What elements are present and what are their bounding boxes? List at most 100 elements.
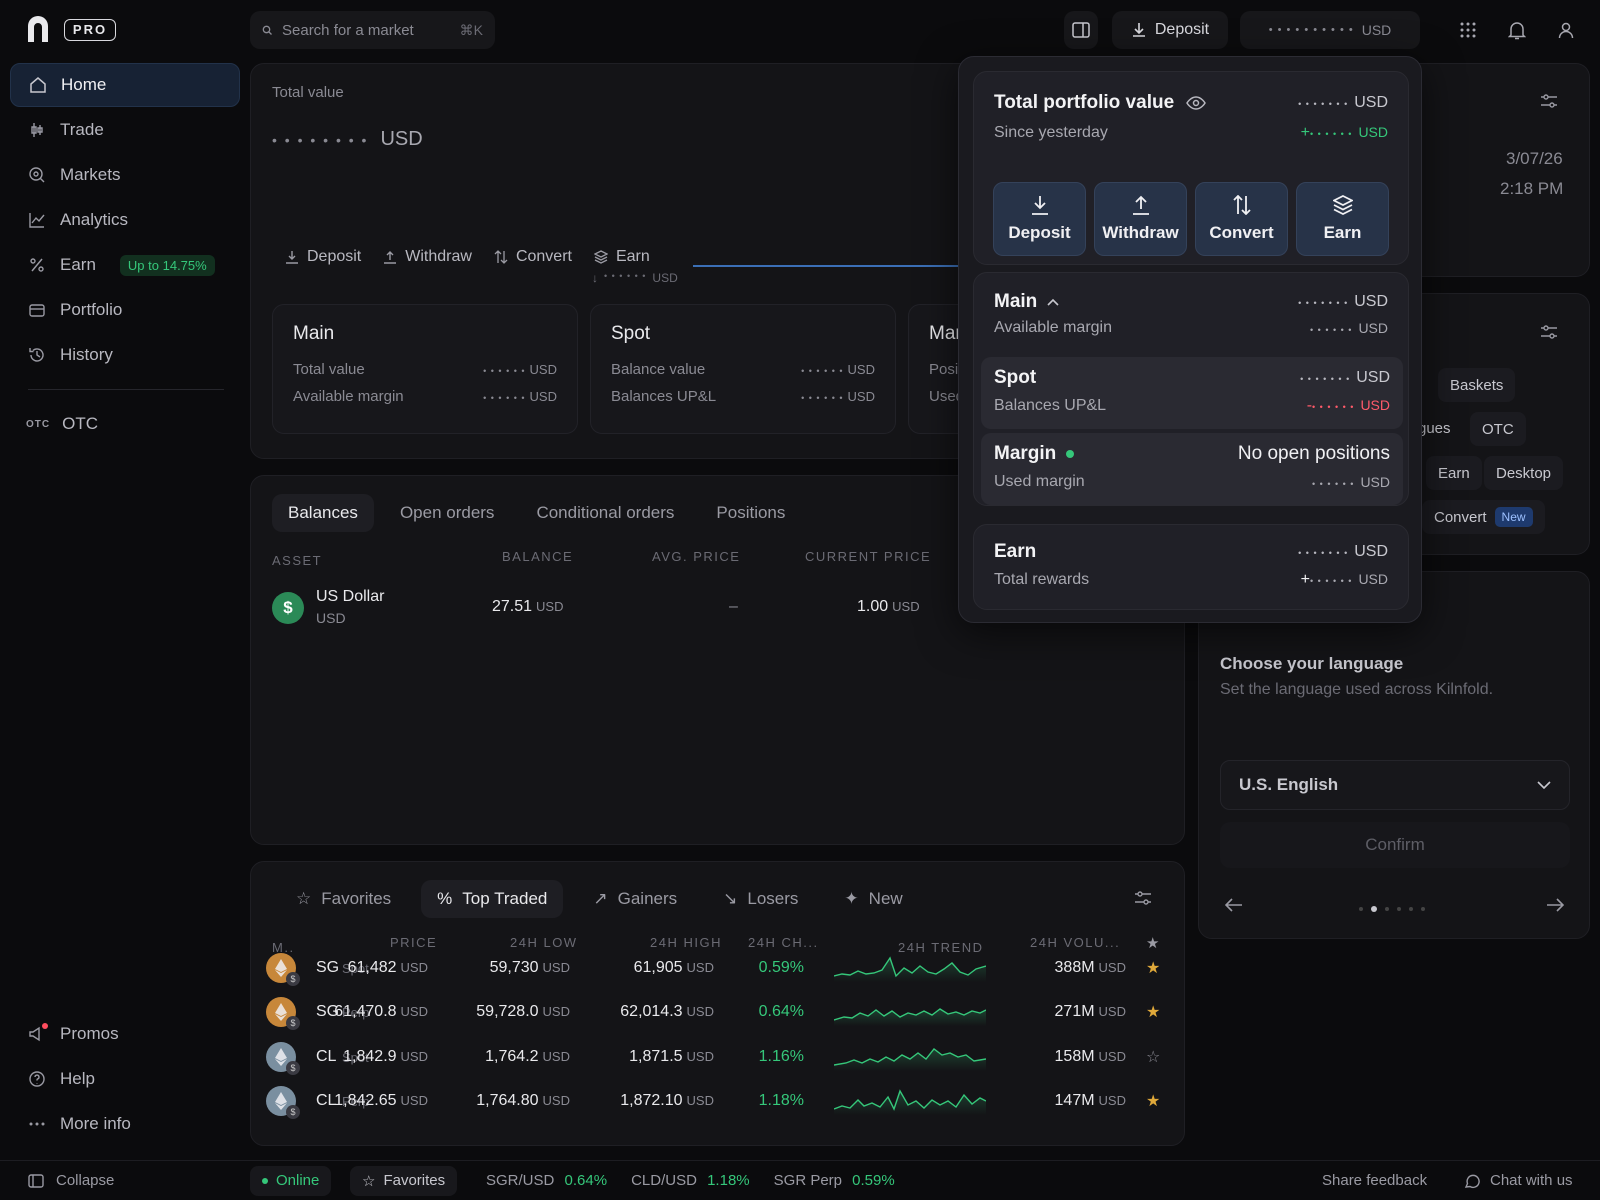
account-row-currency: USD [529, 389, 557, 404]
market-price: 1,842.9 USD [343, 1048, 428, 1065]
footer-bar: Collapse Online ☆ Favorites SGR/USD 0.64… [0, 1160, 1600, 1200]
overview-withdraw-button[interactable]: Withdraw [383, 248, 472, 266]
share-feedback-link[interactable]: Share feedback [1322, 1172, 1428, 1189]
sidebar-item-home[interactable]: Home [10, 63, 240, 107]
dropdown-withdraw-button[interactable]: Withdraw [1094, 182, 1187, 256]
collapse-button[interactable]: Collapse [28, 1172, 114, 1189]
tab-balances[interactable]: Balances [272, 494, 374, 532]
tab-open-orders[interactable]: Open orders [399, 503, 495, 522]
shortcut-desktop[interactable]: Desktop [1484, 456, 1564, 490]
sidebar-item-analytics[interactable]: Analytics [10, 198, 240, 242]
online-dot [262, 1177, 268, 1184]
margin-account-row[interactable]: Margin No open positions Used margin • •… [981, 433, 1403, 505]
carousel-dots [1359, 906, 1425, 912]
table-row[interactable]: $ CL Spot 1,842.9 USD 1,764.2 USD 1,871.5 U… [266, 1037, 1160, 1077]
dropdown-convert-button[interactable]: Convert [1195, 182, 1288, 256]
sidebar-item-markets[interactable]: Markets [10, 153, 240, 197]
overview-earn-button[interactable]: Earn [593, 248, 650, 266]
ticker-change: 1.18% [707, 1172, 750, 1189]
earn-sub: Total rewards [994, 571, 1090, 588]
tab-favorites[interactable]: ☆ Favorites [280, 880, 407, 918]
tab-top-traded[interactable]: % Top Traded [421, 880, 564, 918]
shortcut-otc[interactable]: OTC [1470, 412, 1526, 446]
filter-icon[interactable] [1134, 890, 1152, 910]
filter-icon[interactable] [1540, 324, 1558, 344]
tab-conditional-orders[interactable]: Conditional orders [536, 503, 675, 522]
chat-icon [1464, 1174, 1480, 1188]
star-outline-icon[interactable]: ☆ [1146, 1049, 1161, 1066]
account-card-main[interactable]: Main Total value • • • • • • USD Available… [272, 304, 578, 434]
main-account-row[interactable]: Main • • • • • • • USD [994, 291, 1388, 313]
table-row[interactable]: $ SG Perp 61,470.8 USD 59,728.0 USD 62,014… [266, 992, 1160, 1032]
shortcut-convert[interactable]: Convert New [1422, 500, 1545, 534]
connection-status: Online [250, 1165, 332, 1196]
portfolio-icon [28, 301, 46, 319]
sidebar-item-history[interactable]: History [10, 333, 240, 377]
dropdown-earn-button[interactable]: Earn [1296, 182, 1389, 256]
table-row[interactable]: $ CL Perp 1,842.65 USD 1,764.80 USD 1,872.… [266, 1081, 1160, 1121]
earn-account-row[interactable]: Earn • • • • • • • USD Total rewards +• •… [973, 524, 1409, 610]
user-icon[interactable] [1552, 16, 1580, 44]
language-select[interactable]: U.S. English [1220, 760, 1570, 810]
home-icon [29, 76, 47, 94]
main-sub: Available margin [994, 319, 1112, 336]
tab-positions[interactable]: Positions [716, 503, 786, 522]
shortcut-earn[interactable]: Earn [1426, 456, 1482, 490]
search-bar[interactable]: Search for a market ⌘K [250, 11, 495, 49]
balance-display[interactable]: • • • • • • • • • • USD [1240, 11, 1420, 49]
account-row: Balance value • • • • • • USD [611, 361, 875, 378]
shortcut-baskets[interactable]: Baskets [1438, 368, 1516, 402]
ticker-item[interactable]: SGR Perp 0.59% [774, 1172, 895, 1189]
shortcut-leagues[interactable]: gues [1418, 420, 1451, 437]
account-row-label: Balance value [611, 361, 706, 378]
overview-deposit-button[interactable]: Deposit [285, 248, 361, 266]
star-filled-icon[interactable]: ★ [1146, 1093, 1161, 1110]
arrow-left-icon[interactable] [1224, 898, 1243, 916]
tab-losers[interactable]: ↘ Losers [707, 880, 814, 918]
panel-toggle-button[interactable] [1064, 11, 1098, 49]
earn-sub-sign: + [1300, 571, 1311, 588]
topbar-deposit-button[interactable]: Deposit [1112, 11, 1228, 49]
eye-icon[interactable] [1186, 96, 1207, 110]
sidebar-item-earn[interactable]: Earn Up to 14.75% [10, 243, 240, 287]
bell-icon[interactable] [1503, 16, 1531, 44]
markets-card [250, 861, 1185, 1146]
market-high: 62,014.3 USD [620, 1003, 714, 1020]
sidebar-item-portfolio[interactable]: Portfolio [10, 288, 240, 332]
filter-icon[interactable] [1540, 93, 1558, 113]
overview-convert-button[interactable]: Convert [494, 248, 572, 266]
apps-grid-icon[interactable] [1454, 16, 1482, 44]
spot-account-row[interactable]: Spot • • • • • • • USD Balances UP&L -• •… [981, 357, 1403, 429]
layers-icon [593, 250, 608, 264]
star-filled-icon[interactable]: ★ [1146, 960, 1161, 977]
table-row[interactable]: $ SG Spot 61,482 USD 59,730 USD 61,905 USD … [266, 948, 1160, 988]
dropdown-deposit-button[interactable]: Deposit [993, 182, 1086, 256]
sidebar-item-more-info[interactable]: More info [10, 1102, 240, 1146]
market-high: 1,871.5 USD [629, 1048, 714, 1065]
ticker-item[interactable]: SGR/USD 0.64% [486, 1172, 607, 1189]
star-icon: ☆ [362, 1172, 376, 1190]
total-value-label: Total value [272, 84, 344, 101]
trend-up-icon: ↗ [593, 889, 608, 908]
chat-button[interactable]: Chat with us [1464, 1172, 1573, 1189]
action-label: Earn [1323, 223, 1362, 242]
star-filled-icon[interactable]: ★ [1146, 1004, 1161, 1021]
sidebar-item-help[interactable]: Help [10, 1057, 240, 1101]
market-sparkline [834, 1008, 986, 1026]
sidebar-item-label: Earn [60, 255, 96, 274]
margin-sub-currency: USD [1360, 473, 1390, 490]
footer-favorites-button[interactable]: ☆ Favorites [350, 1165, 458, 1196]
star-icon: ★ [1146, 935, 1160, 952]
tab-new[interactable]: ✦ New [828, 880, 918, 918]
language-value: U.S. English [1239, 775, 1339, 794]
account-card-spot[interactable]: Spot Balance value • • • • • • USD Balance… [590, 304, 896, 434]
sidebar-item-trade[interactable]: Trade [10, 108, 240, 152]
tab-gainers[interactable]: ↗ Gainers [577, 880, 693, 918]
confirm-button[interactable]: Confirm [1220, 822, 1570, 868]
arrow-right-icon[interactable] [1546, 898, 1565, 916]
sidebar-item-promos[interactable]: Promos [10, 1012, 240, 1056]
table-row[interactable]: $ US Dollar USD 27.51 USD – 1.00 USD [272, 588, 937, 630]
sidebar-item-otc[interactable]: OTC OTC [10, 402, 240, 446]
asset-name: US Dollar [316, 588, 385, 605]
ticker-item[interactable]: CLD/USD 1.18% [631, 1172, 750, 1189]
